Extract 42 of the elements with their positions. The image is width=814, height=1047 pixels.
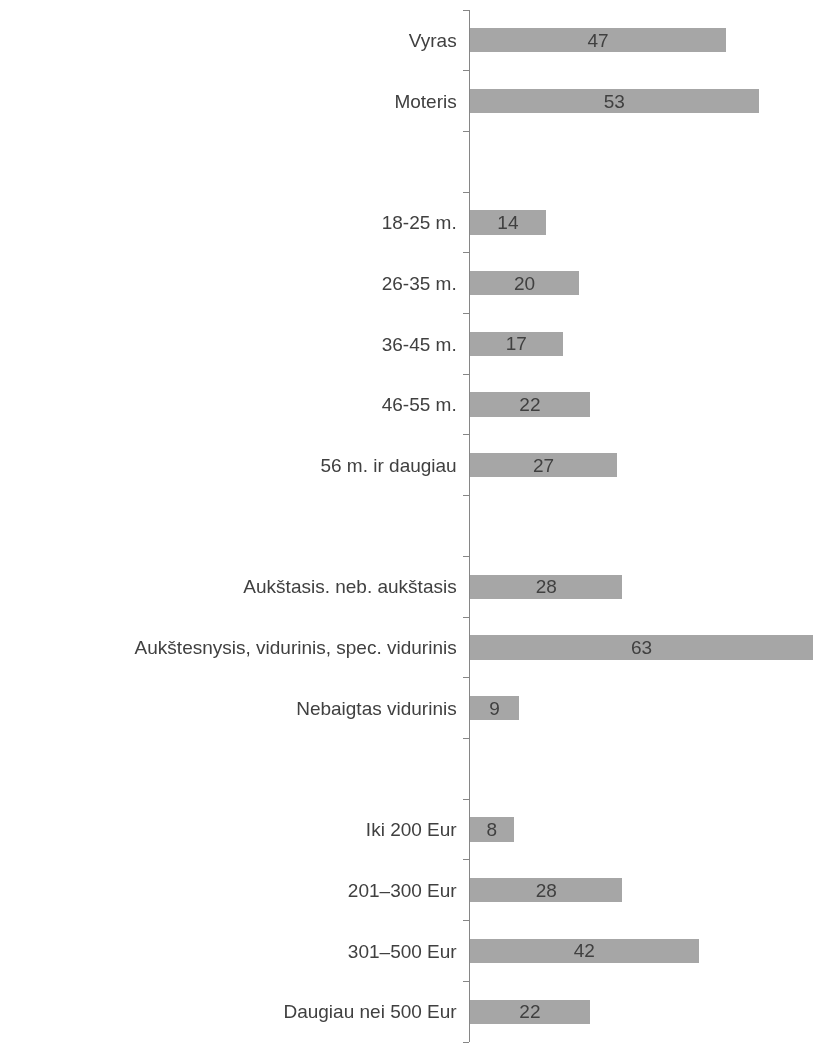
data-label: 14 <box>497 211 519 233</box>
data-label: 53 <box>603 90 625 112</box>
data-label: 8 <box>486 819 498 841</box>
bar <box>470 574 623 599</box>
bar <box>470 88 759 114</box>
data-label: 63 <box>630 636 653 658</box>
data-label: 22 <box>519 394 541 416</box>
bar <box>470 331 563 357</box>
y-tick-label: Vyras <box>408 30 457 51</box>
bar <box>470 28 726 53</box>
bar <box>470 271 579 296</box>
y-tick-label: 18-25 m. <box>381 212 457 234</box>
y-tick-label: Aukštesnysis, vidurinis, spec. vidurinis <box>134 637 457 659</box>
y-tick-label: 46-55 m. <box>381 394 457 416</box>
y-tick-label: 301–500 Eur <box>347 940 458 962</box>
bar <box>470 695 519 721</box>
bar <box>470 999 590 1024</box>
y-tick-label: Moteris <box>394 90 457 112</box>
bar <box>470 878 623 903</box>
bar <box>470 938 699 964</box>
data-label: 47 <box>587 29 609 51</box>
data-label: 20 <box>513 272 536 294</box>
y-tick-label: Iki 200 Eur <box>365 819 458 841</box>
data-label: 22 <box>519 1001 541 1023</box>
data-label: 27 <box>532 454 555 476</box>
data-label: 28 <box>535 576 557 598</box>
bar <box>470 817 514 842</box>
bar <box>470 635 813 660</box>
data-label: 42 <box>573 940 595 962</box>
data-label: 17 <box>505 333 527 355</box>
y-tick-label: 36-45 m. <box>381 333 457 355</box>
y-tick-label: 56 m. ir daugiau <box>320 454 457 476</box>
y-tick-label: 201–300 Eur <box>347 879 458 901</box>
bar <box>470 453 617 478</box>
bar <box>470 210 547 235</box>
data-label: 28 <box>535 879 557 901</box>
y-tick-label: Nebaigtas vidurinis <box>296 697 457 719</box>
y-tick-label: Aukštasis. neb. aukštasis <box>243 576 457 598</box>
y-tick-label: 26-35 m. <box>381 272 457 294</box>
data-label: 9 <box>489 697 500 719</box>
y-tick-label: Daugiau nei 500 Eur <box>283 1001 458 1023</box>
bar <box>470 392 590 417</box>
